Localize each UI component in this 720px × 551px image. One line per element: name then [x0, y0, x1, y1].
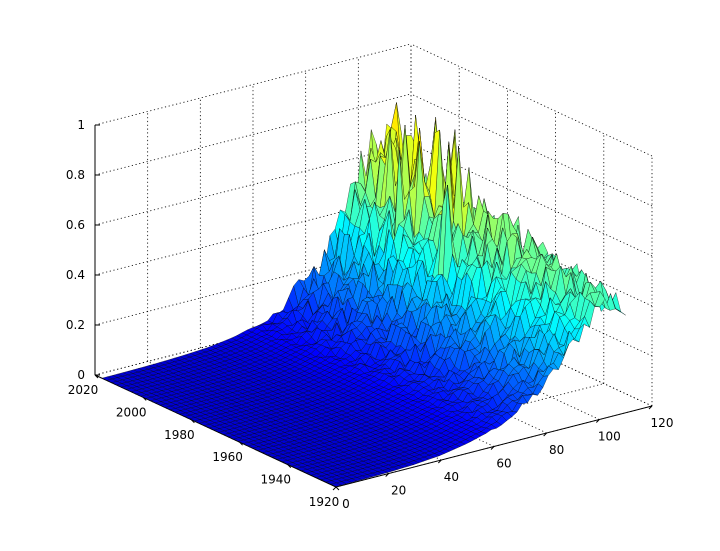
y-tick-label: 1940 [261, 473, 292, 487]
y-tick-mark [287, 464, 292, 468]
x-tick-label: 120 [651, 416, 674, 430]
grid-line-backwall-z [94, 43, 412, 126]
z-tick-label: 0 [77, 368, 85, 382]
tick-labels: 0204060801001201920194019601980200020200… [66, 118, 674, 511]
x-tick-label: 0 [342, 497, 350, 511]
surface-mesh [101, 102, 626, 487]
x-tick-label: 40 [444, 470, 459, 484]
z-tick-label: 0.8 [66, 168, 85, 182]
x-tick-label: 20 [391, 484, 406, 498]
grid-line-sidewall-z [410, 93, 653, 207]
grid-line-backwall-z [94, 293, 412, 376]
grid-line-sidewall-z [410, 43, 653, 157]
x-tick-label: 80 [549, 443, 564, 457]
x-tick-mark [595, 419, 600, 423]
grid-line-backwall-z [94, 193, 412, 276]
y-tick-label: 2000 [116, 405, 147, 419]
y-axis-line [94, 374, 337, 488]
z-tick-label: 0.2 [66, 318, 85, 332]
surface-cell [330, 482, 342, 487]
y-tick-mark [239, 441, 243, 446]
y-tick-label: 1920 [309, 495, 340, 509]
y-tick-mark [142, 397, 147, 401]
y-tick-label: 2020 [68, 383, 99, 397]
z-tick-label: 0.6 [66, 218, 85, 232]
grid-line-backwall-z [94, 93, 412, 176]
z-tick-label: 0.4 [66, 268, 85, 282]
x-tick-mark [490, 446, 495, 450]
grid-line-backwall-z [94, 143, 412, 226]
y-tick-label: 1960 [212, 450, 243, 464]
x-tick-mark [543, 432, 548, 437]
x-tick-mark [385, 473, 390, 477]
axes [94, 124, 653, 491]
y-tick-label: 1980 [164, 428, 195, 442]
x-tick-label: 100 [598, 430, 621, 444]
x-tick-mark [648, 405, 653, 410]
y-tick-mark [335, 486, 340, 491]
z-tick-label: 1 [77, 118, 85, 132]
x-tick-mark [437, 459, 442, 464]
grid-line-backwall-z [94, 243, 412, 326]
x-tick-label: 60 [496, 457, 511, 471]
x-tick-mark [332, 486, 337, 491]
y-tick-mark [191, 419, 195, 424]
